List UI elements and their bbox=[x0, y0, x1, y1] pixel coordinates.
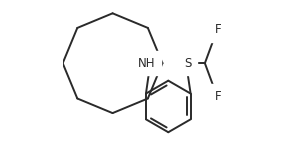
Text: S: S bbox=[185, 57, 192, 70]
Text: F: F bbox=[215, 23, 222, 37]
Text: NH: NH bbox=[138, 57, 155, 70]
Text: F: F bbox=[215, 90, 222, 103]
